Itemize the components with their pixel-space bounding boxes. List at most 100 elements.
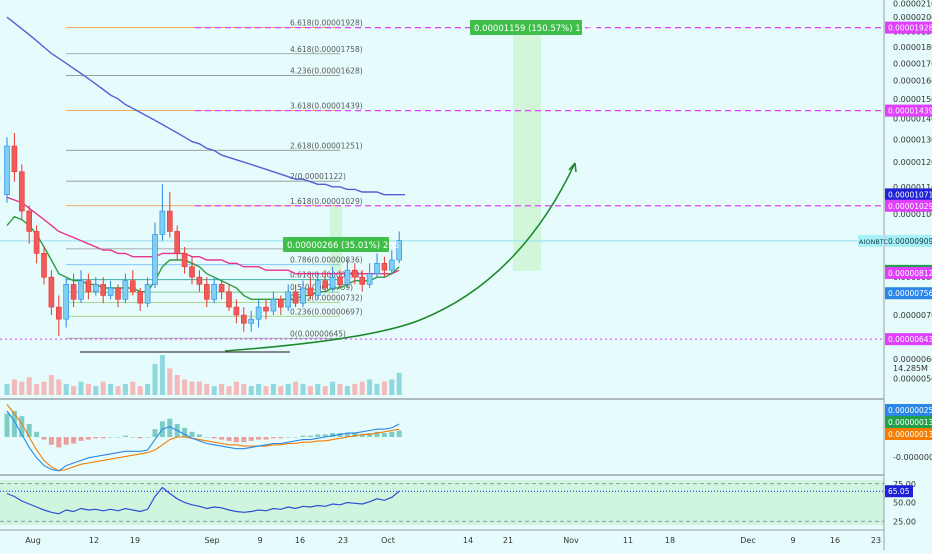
volume-bar — [389, 379, 395, 395]
price-tick-label: 0.00001700 — [893, 59, 932, 68]
macd-histogram-bar — [381, 433, 387, 437]
candle-body — [48, 276, 55, 308]
macd-histogram-bar — [396, 430, 402, 437]
time-tick-label: 16 — [295, 536, 305, 545]
volume-bar — [189, 381, 195, 395]
time-tick-label: 19 — [130, 536, 140, 545]
macd-tick-label: -0.00000010 — [893, 453, 932, 462]
macd-histogram-bar — [270, 437, 276, 439]
volume-bar — [4, 383, 10, 395]
candle-body — [144, 284, 151, 304]
volume-bar — [211, 386, 217, 395]
volume-bar — [256, 383, 262, 395]
candle-body — [285, 291, 292, 308]
macd-histogram-bar — [352, 433, 358, 437]
macd-histogram-bar — [374, 431, 380, 437]
macd-histogram-bar — [367, 433, 373, 437]
volume-bar — [167, 368, 173, 395]
candle-body — [33, 231, 40, 254]
price-badge-text: 0.00001928 — [888, 24, 932, 33]
volume-bar — [219, 383, 225, 395]
volume-bar — [344, 386, 350, 395]
rsi-badge-text: 65.05 — [888, 487, 910, 496]
price-tick-label: 0.00001100 — [893, 183, 932, 192]
price-badge — [885, 104, 932, 117]
price-badge-text: 0.00000643 — [888, 335, 932, 344]
candle-body — [167, 210, 173, 232]
macd-histogram-bar — [145, 437, 151, 438]
fib-level-label: 1.618(0.00001029) — [290, 197, 363, 206]
candle-body — [233, 306, 240, 316]
macd-histogram-bar — [48, 437, 54, 445]
candle-body — [196, 276, 203, 285]
macd-histogram-bar — [300, 435, 306, 437]
time-tick-label: 11 — [623, 536, 633, 545]
target-zone — [513, 27, 541, 271]
price-badge-text: 0.00001439 — [888, 107, 932, 116]
macd-histogram-bar — [337, 433, 343, 437]
time-tick-label: Sep — [204, 536, 219, 545]
candle-body — [137, 291, 143, 304]
volume-bar — [26, 377, 32, 395]
macd-histogram-bar — [263, 437, 269, 440]
macd-badge-text: 0.00000013 — [888, 418, 932, 427]
macd-histogram-bar — [93, 437, 99, 439]
volume-bar — [248, 386, 254, 395]
price-badge-text: 0.00001029 — [888, 202, 932, 211]
candle-body — [359, 276, 366, 285]
rsi-background — [0, 480, 884, 525]
volume-bar — [174, 375, 180, 395]
volume-bar — [315, 383, 321, 395]
macd-histogram-bar — [122, 435, 128, 437]
macd-histogram-bar — [248, 437, 254, 441]
volume-bar — [293, 381, 299, 395]
macd-histogram-bar — [322, 434, 328, 437]
candle-body — [381, 263, 388, 271]
price-tick-label: 0.00001400 — [893, 114, 932, 123]
target-label-text: 0.00000266 (35.01%) 266 — [287, 241, 399, 251]
macd-histogram-bar — [219, 437, 225, 440]
time-tick-label: Aug — [25, 536, 41, 545]
candle-body — [314, 280, 321, 296]
time-tick-label: 18 — [665, 536, 675, 545]
macd-histogram-bar — [241, 437, 247, 443]
rsi-tick-label: 75.00 — [893, 480, 916, 489]
macd-histogram-bar — [56, 437, 62, 448]
candle-body — [152, 234, 158, 285]
candle-body — [11, 145, 18, 173]
macd-histogram-bar — [196, 434, 202, 437]
volume-bar — [41, 381, 47, 395]
macd-histogram-bar — [233, 437, 239, 443]
macd-histogram-bar — [330, 433, 336, 437]
macd-histogram-bar — [389, 431, 395, 437]
candle-body — [270, 298, 277, 312]
macd-badge-text: 0.00000013 — [888, 430, 932, 439]
projection-arrowhead — [568, 162, 577, 173]
volume-bar — [182, 379, 188, 395]
price-badge — [885, 266, 932, 279]
candle-body — [100, 284, 106, 296]
macd-histogram-bar — [78, 437, 84, 441]
price-badge — [885, 188, 932, 201]
rsi-line — [6, 486, 400, 515]
fib-level-label: 4.618(0.00001758) — [290, 45, 363, 54]
candle-body — [344, 269, 351, 285]
candle-body — [307, 287, 314, 296]
macd-histogram-bar — [4, 413, 10, 437]
candle-body — [4, 145, 10, 195]
price-tick-label: 0.00001300 — [893, 135, 932, 144]
candle-body — [241, 314, 247, 324]
volume-bar — [300, 383, 306, 395]
volume-bar — [270, 383, 276, 395]
price-tick-label: 0.00000700 — [893, 311, 932, 320]
macd-histogram-bar — [256, 437, 262, 440]
volume-bar — [352, 383, 358, 395]
macd-histogram-bar — [307, 435, 313, 437]
candle-body — [248, 318, 254, 324]
fib-level-label: 0.382(0.00000732) — [290, 293, 363, 302]
candle-body — [211, 284, 217, 300]
volume-bar — [307, 386, 313, 395]
fib-level-label: 0.786(0.00000836) — [290, 256, 363, 265]
